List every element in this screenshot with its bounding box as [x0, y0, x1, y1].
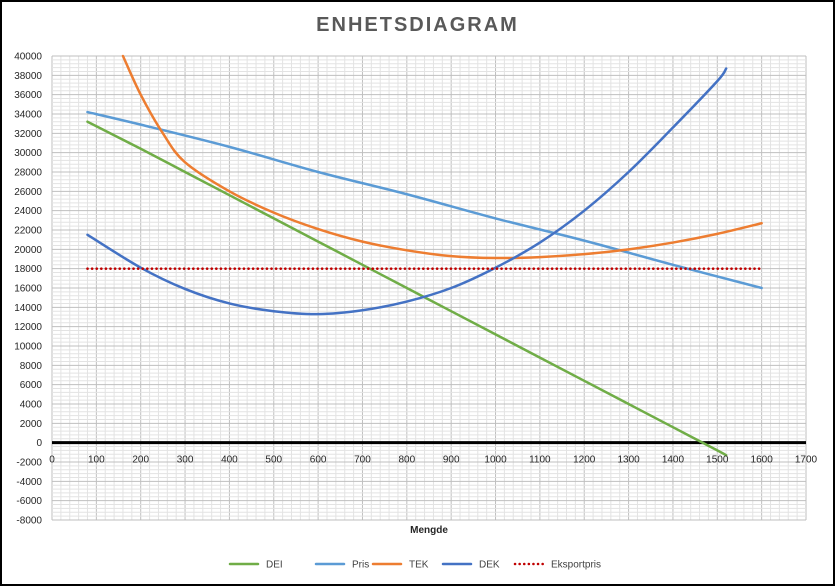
y-tick-label: 16000: [14, 284, 42, 295]
x-tick-label: 600: [310, 455, 327, 466]
y-tick-label: 4000: [20, 400, 43, 411]
y-tick-label: 20000: [14, 245, 42, 256]
y-tick-label: 18000: [14, 264, 42, 275]
x-tick-label: 1700: [795, 455, 818, 466]
y-tick-label: -6000: [16, 496, 42, 507]
x-tick-label: 300: [177, 455, 194, 466]
legend-label-tek: TEK: [409, 560, 429, 571]
y-tick-label: 34000: [14, 110, 42, 121]
y-tick-label: 0: [36, 438, 42, 449]
series-line-pris: [86, 110, 763, 290]
legend-label-pris: Pris: [352, 560, 369, 571]
series-line-tek: [121, 54, 763, 260]
x-tick-label: 800: [398, 455, 415, 466]
series-line-dek: [86, 67, 728, 316]
y-tick-label: 38000: [14, 71, 42, 82]
y-tick-label: 30000: [14, 148, 42, 159]
y-tick-label: 22000: [14, 226, 42, 237]
y-tick-label: 24000: [14, 206, 42, 217]
x-tick-label: 1400: [662, 455, 685, 466]
legend-label-dei: DEI: [266, 560, 283, 571]
chart-title: ENHETSDIAGRAM: [316, 14, 519, 36]
y-tick-label: -4000: [16, 477, 42, 488]
x-tick-label: 1000: [484, 455, 507, 466]
x-tick-label: 500: [265, 455, 282, 466]
x-tick-label: 1300: [617, 455, 640, 466]
y-tick-label: 40000: [14, 52, 42, 63]
y-tick-label: 28000: [14, 168, 42, 179]
y-tick-label: 36000: [14, 90, 42, 101]
y-tick-label: 2000: [20, 419, 43, 430]
y-tick-label: 12000: [14, 322, 42, 333]
y-tick-label: 32000: [14, 129, 42, 140]
y-tick-label: 8000: [20, 361, 43, 372]
x-tick-label: 200: [132, 455, 149, 466]
x-tick-label: 0: [49, 455, 55, 466]
x-tick-label: 100: [88, 455, 105, 466]
y-tick-label: 26000: [14, 187, 42, 198]
y-tick-label: 10000: [14, 342, 42, 353]
x-tick-label: 900: [443, 455, 460, 466]
x-tick-label: 700: [354, 455, 371, 466]
y-tick-label: -8000: [16, 516, 42, 527]
legend-label-eksportpris: Eksportpris: [551, 560, 601, 571]
x-tick-label: 1200: [573, 455, 596, 466]
x-tick-label: 1500: [706, 455, 729, 466]
x-tick-label: 400: [221, 455, 238, 466]
series-line-dei: [86, 120, 728, 457]
x-tick-label: 1100: [529, 455, 551, 466]
y-tick-label: 6000: [20, 380, 43, 391]
y-tick-label: 14000: [14, 303, 42, 314]
legend-label-dek: DEK: [479, 560, 500, 571]
x-axis-title: Mengde: [410, 525, 448, 536]
y-tick-label: -2000: [16, 458, 42, 469]
x-tick-label: 1600: [751, 455, 774, 466]
